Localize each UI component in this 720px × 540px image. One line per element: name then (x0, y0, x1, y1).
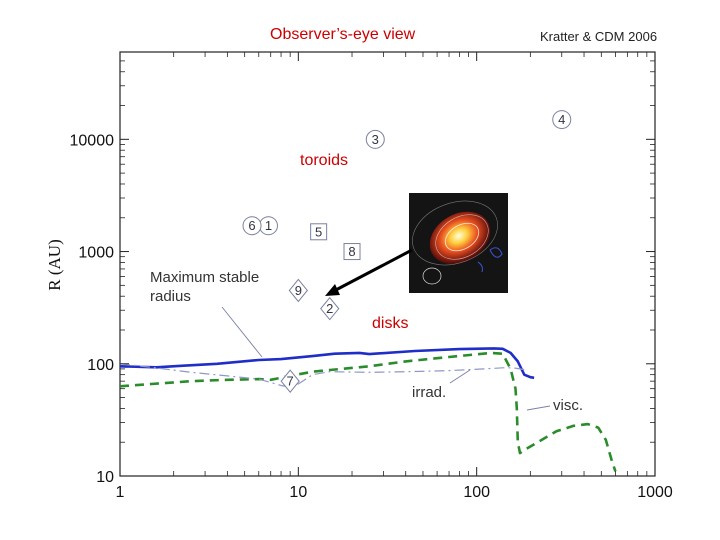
pointer-arrow-head (325, 284, 340, 296)
source-marker-label: 6 (248, 218, 255, 233)
source-marker-square (310, 223, 328, 241)
source-marker-label: 4 (558, 112, 565, 127)
source-marker-circle (242, 216, 262, 236)
max-stable-radius-leader (221, 306, 263, 358)
source-marker-square (343, 243, 361, 261)
max-stable-radius-label: Maximum stable (150, 269, 259, 286)
pointer-arrow-shaft (331, 248, 413, 294)
source-marker-label: 7 (287, 374, 294, 389)
source-marker-label: 8 (348, 244, 355, 259)
source-marker-label: 9 (295, 283, 302, 298)
visc-leader (526, 405, 551, 411)
inset-contour (444, 222, 480, 252)
inset-beam-ellipse (422, 267, 442, 285)
max-stable-radius-label: radius (150, 288, 191, 305)
irrad-leader (449, 369, 471, 384)
source-marker-diamond (280, 369, 300, 393)
series-line-1 (119, 347, 535, 380)
source-marker-label: 2 (326, 301, 333, 316)
inset-contour (412, 200, 498, 266)
irrad-label: irrad. (412, 384, 446, 401)
credit-label: Kratter & CDM 2006 (540, 29, 658, 44)
x-tick-label: 10 (289, 484, 307, 501)
inset-contour (435, 214, 489, 260)
toroids-label: toroids (300, 152, 348, 169)
x-tick-label: 1000 (637, 484, 673, 501)
source-marker-diamond (320, 296, 340, 321)
series-line-2 (119, 351, 617, 472)
plot-area (119, 51, 656, 477)
x-tick-label: 100 (463, 484, 490, 501)
y-tick-label: 10 (96, 469, 114, 486)
y-tick-label: 10000 (70, 132, 115, 149)
source-marker-label: 3 (372, 132, 379, 147)
y-tick-label: 1000 (78, 245, 114, 262)
inset-blue-contours (477, 247, 503, 273)
slide-title: Observer’s-eye view (270, 26, 416, 43)
y-axis-label: R (AU) (45, 239, 64, 290)
visc-label: visc. (553, 397, 583, 414)
source-marker-diamond (288, 278, 308, 303)
source-marker-label: 5 (315, 224, 322, 239)
series-line-3 (119, 363, 527, 388)
source-marker-circle (552, 110, 572, 130)
source-marker-circle (365, 129, 385, 149)
y-tick-label: 100 (87, 357, 114, 374)
source-marker-label: 1 (265, 218, 272, 233)
x-tick-label: 1 (116, 484, 125, 501)
disks-label: disks (372, 315, 408, 332)
